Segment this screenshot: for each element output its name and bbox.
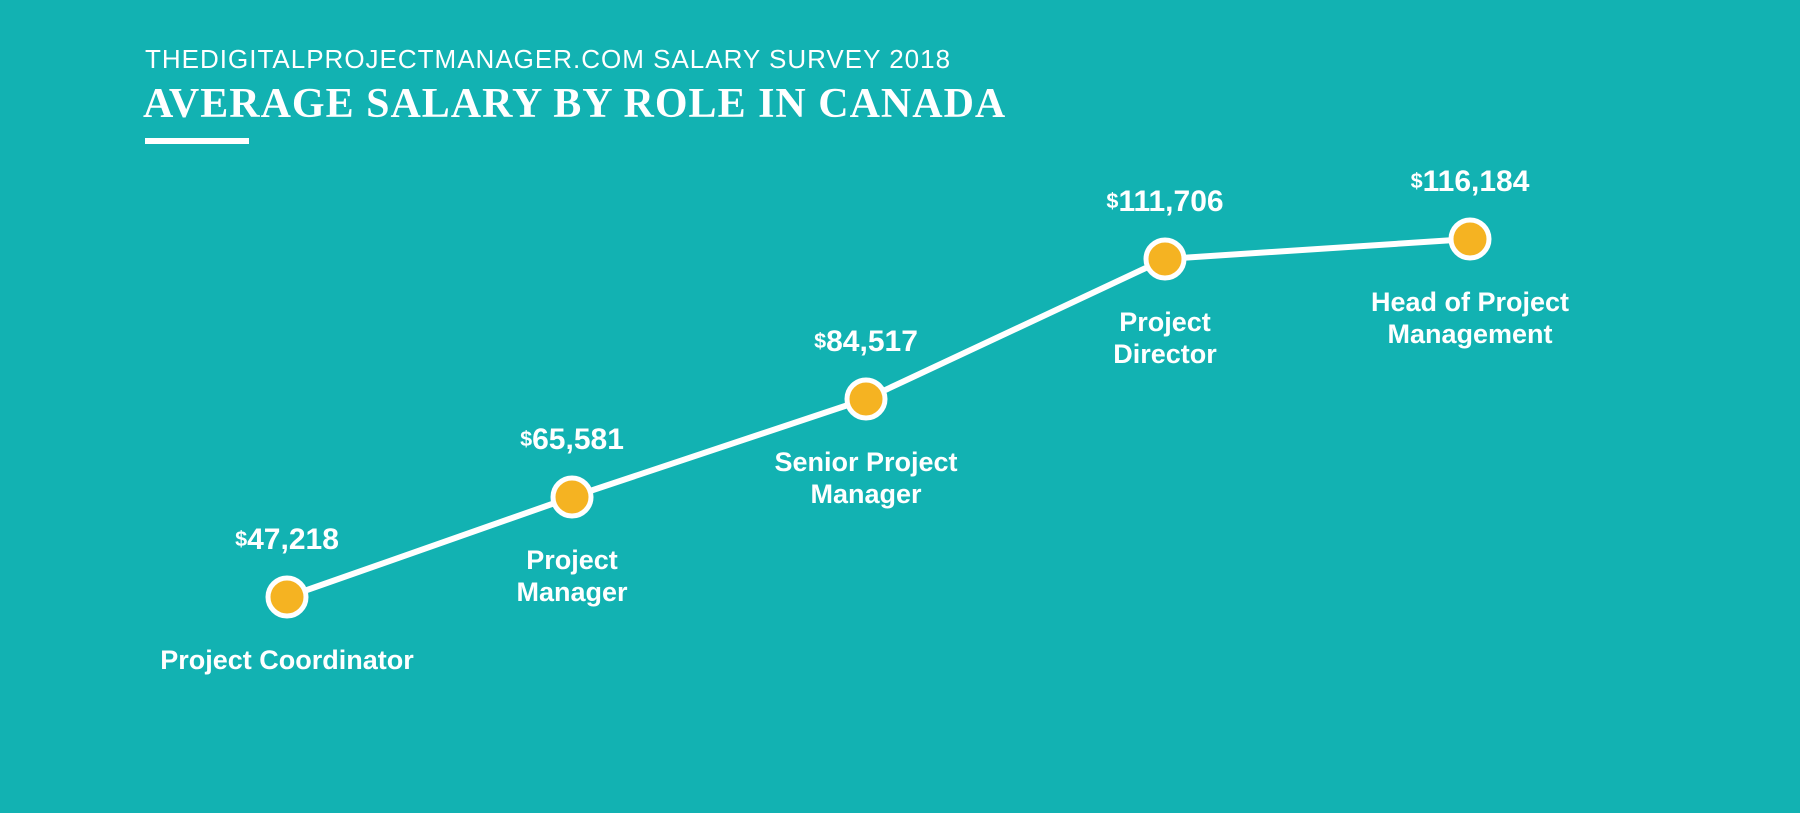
data-point (847, 380, 885, 418)
value-label: $116,184 (1411, 165, 1530, 198)
chart-subtitle: THEDIGITALPROJECTMANAGER.COM SALARY SURV… (145, 44, 951, 74)
data-point (1451, 220, 1489, 258)
title-underline (145, 138, 249, 144)
data-point (1146, 240, 1184, 278)
chart-svg: THEDIGITALPROJECTMANAGER.COM SALARY SURV… (0, 0, 1800, 813)
value-label: $47,218 (235, 523, 339, 556)
chart-title: AVERAGE SALARY BY ROLE IN CANADA (143, 81, 1006, 127)
data-point (553, 478, 591, 516)
value-label: $111,706 (1106, 185, 1223, 218)
category-label: Project Coordinator (160, 645, 414, 675)
data-point (268, 578, 306, 616)
chart-stage: THEDIGITALPROJECTMANAGER.COM SALARY SURV… (0, 0, 1800, 813)
value-label: $84,517 (814, 325, 918, 358)
value-label: $65,581 (520, 423, 624, 456)
